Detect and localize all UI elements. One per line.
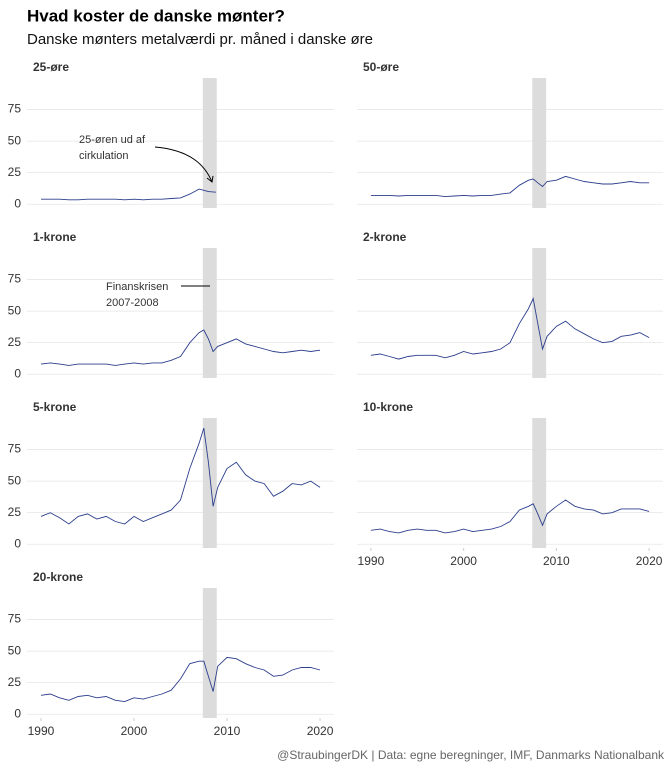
y-tick-label: 50 <box>8 643 22 657</box>
y-tick-label: 0 <box>14 366 21 380</box>
y-tick-label: 25 <box>8 335 22 349</box>
recession-shade <box>202 78 217 208</box>
x-tick-label: 1990 <box>358 554 385 568</box>
data-line <box>370 499 650 534</box>
data-line <box>40 427 321 525</box>
data-line <box>41 188 216 201</box>
y-tick-label: 0 <box>14 706 21 720</box>
annotation: 25-øren ud af <box>79 134 146 146</box>
annotation: 2007-2008 <box>106 297 159 309</box>
annotation-arrowhead <box>206 175 214 183</box>
x-tick-label: 2000 <box>450 554 477 568</box>
y-tick-label: 50 <box>8 473 22 487</box>
y-tick-label: 75 <box>8 442 22 456</box>
x-tick-label: 2020 <box>636 554 663 568</box>
recession-shade <box>532 78 547 208</box>
recession-shade <box>532 248 547 378</box>
caption: @StraubingerDK | Data: egne beregninger,… <box>277 748 665 762</box>
y-tick-label: 50 <box>8 303 22 317</box>
y-tick-label: 75 <box>8 612 22 626</box>
x-tick-label: 2010 <box>543 554 570 568</box>
panel-title: 1-krone <box>33 230 77 244</box>
data-line <box>370 175 650 198</box>
panel-title: 50-øre <box>363 60 399 74</box>
x-tick-label: 2000 <box>121 724 148 738</box>
panel-title: 25-øre <box>33 60 69 74</box>
chart-title: Hvad koster de danske mønter? <box>27 6 285 25</box>
data-line <box>40 329 321 366</box>
y-tick-label: 25 <box>8 165 22 179</box>
data-line <box>40 656 321 703</box>
data-line <box>370 297 650 360</box>
panel-title: 10-krone <box>363 400 413 414</box>
panel-title: 20-krone <box>33 570 83 584</box>
y-tick-label: 75 <box>8 102 22 116</box>
y-tick-label: 25 <box>8 675 22 689</box>
annotation: cirkulation <box>79 150 129 162</box>
recession-shade <box>532 418 547 548</box>
recession-shade <box>202 248 217 378</box>
recession-shade <box>202 418 217 548</box>
y-tick-label: 50 <box>8 133 22 147</box>
panel-title: 5-krone <box>33 400 77 414</box>
recession-shade <box>202 588 217 718</box>
x-tick-label: 2010 <box>214 724 241 738</box>
x-tick-label: 1990 <box>28 724 55 738</box>
annotation: Finanskrisen <box>106 281 168 293</box>
y-tick-label: 0 <box>14 536 21 550</box>
y-tick-label: 25 <box>8 505 22 519</box>
annotation-arrow <box>154 146 213 183</box>
x-tick-label: 2020 <box>307 724 334 738</box>
y-tick-label: 0 <box>14 196 21 210</box>
y-tick-label: 75 <box>8 272 22 286</box>
chart-subtitle: Danske mønters metalværdi pr. måned i da… <box>27 31 373 48</box>
panel-title: 2-krone <box>363 230 407 244</box>
